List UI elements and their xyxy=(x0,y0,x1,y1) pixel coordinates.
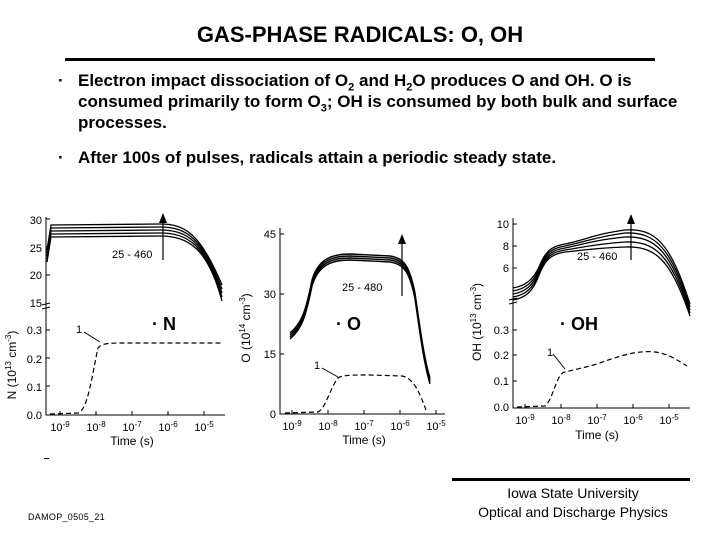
n-species-label: · N xyxy=(152,314,177,334)
n-lower-tick: 0.1 xyxy=(27,382,42,394)
oh-lower-tick: 0.1 xyxy=(494,376,509,388)
oh-density-plot: OH (1013 cm-3) 10 8 6 0.3 0.2 0.1 0.0 25… xyxy=(465,212,705,457)
n-axis-break xyxy=(41,302,51,310)
o-xlabel: Time (s) xyxy=(342,433,386,447)
oh-axes xyxy=(512,218,690,409)
n-axes xyxy=(45,217,225,416)
n-density-svg: N (1013 cm-3) 30 25 20 15 0.3 0.2 0.1 0.… xyxy=(4,213,225,448)
n-x-tick: 10-7 xyxy=(122,420,142,434)
footer-affiliation: Iowa State University Optical and Discha… xyxy=(450,484,696,522)
oh-x-tick: 10-7 xyxy=(587,413,607,427)
n-steady-curves xyxy=(46,223,223,302)
oh-xlabel: Time (s) xyxy=(575,428,619,442)
n-x-tick: 10-8 xyxy=(86,420,106,434)
o-y-tick: 30 xyxy=(264,289,276,301)
oh-first-pulse-label: 1 xyxy=(547,347,553,359)
oh-first-pulse-curve xyxy=(516,351,688,408)
title-underline xyxy=(65,58,655,61)
n-xlabel: Time (s) xyxy=(110,434,154,448)
n-x-tickmarks xyxy=(59,411,205,415)
o-species-label: · O xyxy=(336,314,362,334)
oh-x-tick: 10-8 xyxy=(551,413,571,427)
o-y-tick: 15 xyxy=(264,349,276,361)
n-arrowhead xyxy=(159,213,167,223)
oh-x-tickmarks xyxy=(524,404,670,408)
o-density-plot: O (1014 cm-3) 45 30 15 0 25 - 480 1 10-9… xyxy=(230,218,460,458)
n-first-pulse-label: 1 xyxy=(76,324,82,336)
n-lower-tick: 0.2 xyxy=(27,354,42,366)
oh-lower-tick: 0.3 xyxy=(494,325,509,337)
o-steady-curves xyxy=(289,253,431,385)
o-x-tick: 10-8 xyxy=(318,419,338,433)
oh-x-tick: 10-5 xyxy=(659,413,679,427)
o-ylabel: O (1014 cm-3) xyxy=(238,293,253,362)
bullet-dot: · xyxy=(58,148,64,167)
bullet-dot: · xyxy=(58,71,64,90)
o-arrowhead xyxy=(398,234,406,244)
footer-institution: Iowa State University xyxy=(507,485,639,501)
n-pulse-range-label: 25 - 460 xyxy=(112,249,152,261)
oh-x-tick: 10-9 xyxy=(515,413,535,427)
footer-group: Optical and Discharge Physics xyxy=(478,504,668,520)
n-first-pulse-leader xyxy=(83,331,101,343)
oh-pulse-range-label: 25 - 460 xyxy=(577,251,617,263)
bullet-2: · After 100s of pulses, radicals attain … xyxy=(58,148,557,167)
n-density-plot: N (1013 cm-3) 30 25 20 15 0.3 0.2 0.1 0.… xyxy=(0,205,240,455)
oh-axis-break xyxy=(508,297,518,305)
oh-first-pulse-leader xyxy=(552,353,566,370)
oh-arrowhead xyxy=(627,214,635,224)
o-density-svg: O (1014 cm-3) 45 30 15 0 25 - 480 1 10-9… xyxy=(238,228,446,447)
oh-x-tick: 10-6 xyxy=(623,413,643,427)
footer-rule xyxy=(452,478,690,481)
n-lower-tick: 0.0 xyxy=(27,410,42,422)
n-ylabel: N (1013 cm-3) xyxy=(4,331,19,400)
oh-upper-tick: 10 xyxy=(497,219,509,231)
o-y-tick: 45 xyxy=(264,229,276,241)
stray-mark xyxy=(44,458,49,459)
o-first-pulse-label: 1 xyxy=(314,360,320,372)
o-x-tick: 10-6 xyxy=(390,419,410,433)
footer-slide-code: DAMOP_0505_21 xyxy=(28,512,105,522)
n-upper-tick: 30 xyxy=(30,215,42,227)
n-x-tick: 10-5 xyxy=(194,420,214,434)
o-x-tick: 10-9 xyxy=(282,419,302,433)
n-upper-tick: 25 xyxy=(30,243,42,255)
oh-steady-curves xyxy=(512,229,691,317)
oh-upper-tick: 8 xyxy=(503,241,509,253)
o-x-tickmarks xyxy=(291,410,437,414)
o-pulse-range-label: 25 - 480 xyxy=(342,282,382,294)
n-upper-tick: 20 xyxy=(30,270,42,282)
oh-lower-tick: 0.2 xyxy=(494,350,509,362)
oh-upper-tick: 6 xyxy=(503,263,509,275)
oh-species-label: · OH xyxy=(560,314,599,334)
o-first-pulse-leader xyxy=(321,367,339,378)
n-lower-tick: 0.3 xyxy=(27,325,42,337)
oh-y-tickmarks xyxy=(513,223,517,382)
o-y-tick: 0 xyxy=(270,409,276,421)
oh-density-svg: OH (1013 cm-3) 10 8 6 0.3 0.2 0.1 0.0 25… xyxy=(469,214,691,442)
n-first-pulse-curve xyxy=(49,342,222,415)
oh-ylabel: OH (1013 cm-3) xyxy=(469,283,484,361)
n-x-tick: 10-9 xyxy=(50,420,70,434)
slide-title: GAS-PHASE RADICALS: O, OH xyxy=(196,22,524,47)
n-upper-tick: 15 xyxy=(30,298,42,310)
o-axes xyxy=(279,228,445,415)
n-x-tick: 10-6 xyxy=(158,420,178,434)
bullet-list: · Electron impact dissociation of O2 and… xyxy=(50,70,690,182)
o-y-tickmarks xyxy=(280,233,284,355)
o-x-tick: 10-5 xyxy=(426,419,446,433)
bullet-1: · Electron impact dissociation of O2 and… xyxy=(58,71,678,132)
o-x-tick: 10-7 xyxy=(354,419,374,433)
oh-lower-tick: 0.0 xyxy=(494,402,509,414)
o-first-pulse-curve xyxy=(284,374,427,414)
